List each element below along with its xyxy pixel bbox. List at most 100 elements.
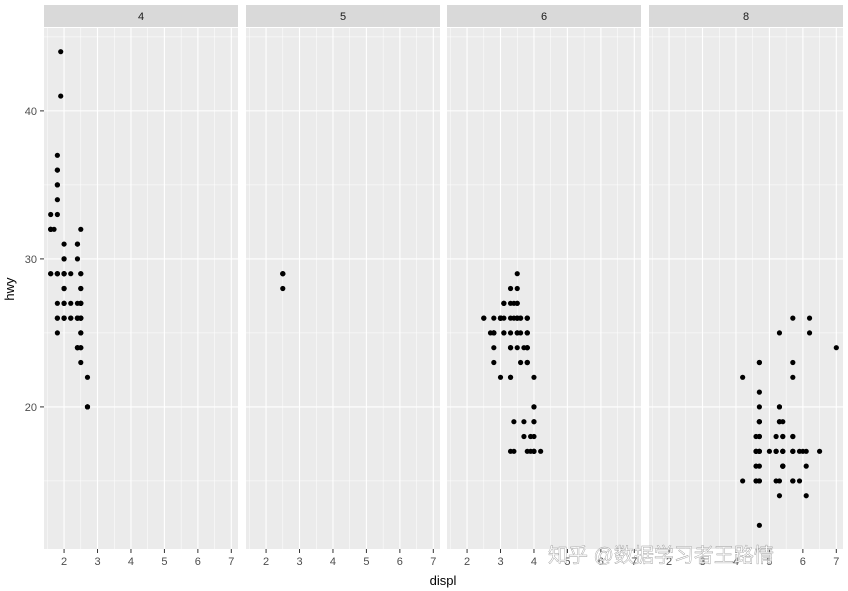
x-tick-label: 5 [564,556,570,568]
facet-strip-label-8: 8 [743,11,749,23]
data-point [514,285,520,292]
data-point [756,359,762,366]
data-point [54,167,60,173]
facet-panel-6: 6 [447,5,641,549]
data-point [756,522,762,528]
x-tick-label: 4 [330,556,336,568]
data-point [776,493,783,499]
data-point [48,211,54,218]
data-point [54,300,60,306]
data-point [514,345,520,351]
x-tick-label: 2 [666,556,672,568]
data-point [524,359,530,366]
data-point [68,271,74,277]
facet-strip-5 [246,5,440,27]
data-point [514,330,520,336]
data-point [78,271,84,277]
data-point [280,271,286,277]
facet-panel-8: 8 [649,5,843,549]
data-point [74,315,81,321]
data-point [753,433,759,440]
data-point [491,330,497,336]
facet-strip-8 [649,5,843,27]
data-point [507,285,514,292]
data-point [517,315,524,321]
x-tick-label: 6 [397,556,403,568]
data-point [773,448,779,454]
data-point [756,404,762,410]
x-tick-label: 2 [263,556,269,568]
data-point [780,463,786,469]
data-point [514,271,520,277]
data-point [61,241,67,247]
data-point [68,300,74,306]
data-point [780,448,786,454]
data-point [756,463,762,469]
data-point [48,271,54,277]
data-point [511,419,517,425]
data-point [78,226,84,232]
x-tick-label: 3 [94,556,100,568]
data-point [517,359,524,366]
data-point [61,271,67,277]
panel-background [447,28,641,549]
data-point [524,330,530,336]
data-point [54,271,60,277]
x-tick-label: 6 [598,556,604,568]
data-point [531,433,537,440]
facet-strip-label-6: 6 [541,11,547,23]
x-tick-label: 7 [228,556,234,568]
data-point [58,49,64,55]
x-tick-label: 4 [531,556,537,568]
facet-strip-6 [447,5,641,27]
data-point [796,478,803,484]
data-point [833,345,839,351]
data-point [74,345,81,351]
x-tick-label: 2 [464,556,470,568]
data-point [61,256,67,262]
facet-panel-5: 5 [246,5,440,549]
data-point [511,300,517,306]
y-axis: 20 30 40 [25,106,44,414]
data-point [491,315,497,321]
x-tick-label: 7 [833,556,839,568]
x-tick-label: 3 [296,556,302,568]
data-point [507,448,514,454]
data-point [790,374,796,380]
facet-strip-label-4: 4 [138,11,144,23]
y-tick-label: 20 [25,402,37,414]
x-axis: 2 3 4 5 6 7 2 3 4 5 6 7 2 3 4 5 6 7 2 3 4 5 6 7 [61,549,839,568]
data-point [61,300,67,306]
x-tick-label: 4 [128,556,134,568]
data-point [528,448,534,454]
x-tick-label: 6 [800,556,806,568]
data-point [54,211,60,218]
data-point [816,448,823,454]
x-tick-label: 6 [195,556,201,568]
facet-strip-4 [44,5,238,27]
data-point [803,493,809,499]
data-point [790,315,796,321]
x-tick-label: 5 [363,556,369,568]
data-point [780,419,786,425]
data-point [54,330,60,336]
x-axis-title: displ [430,573,457,588]
data-point [756,389,762,395]
facet-strip-label-5: 5 [340,11,346,23]
facet-panel-4: 4 [44,5,238,549]
facet-panels: 4 5 6 8 [44,5,843,549]
watermark-text: 知乎 @数据学习者王路情 [548,544,774,567]
data-point [756,448,762,454]
data-point [491,359,497,366]
data-point [61,315,67,321]
data-point [78,330,84,336]
data-point [756,419,762,425]
y-tick-label: 30 [25,254,37,266]
data-point [491,345,497,351]
data-point [521,419,527,425]
data-point [790,448,796,454]
y-axis-title: hwy [2,277,17,301]
data-point [61,285,67,292]
data-point [776,404,783,410]
